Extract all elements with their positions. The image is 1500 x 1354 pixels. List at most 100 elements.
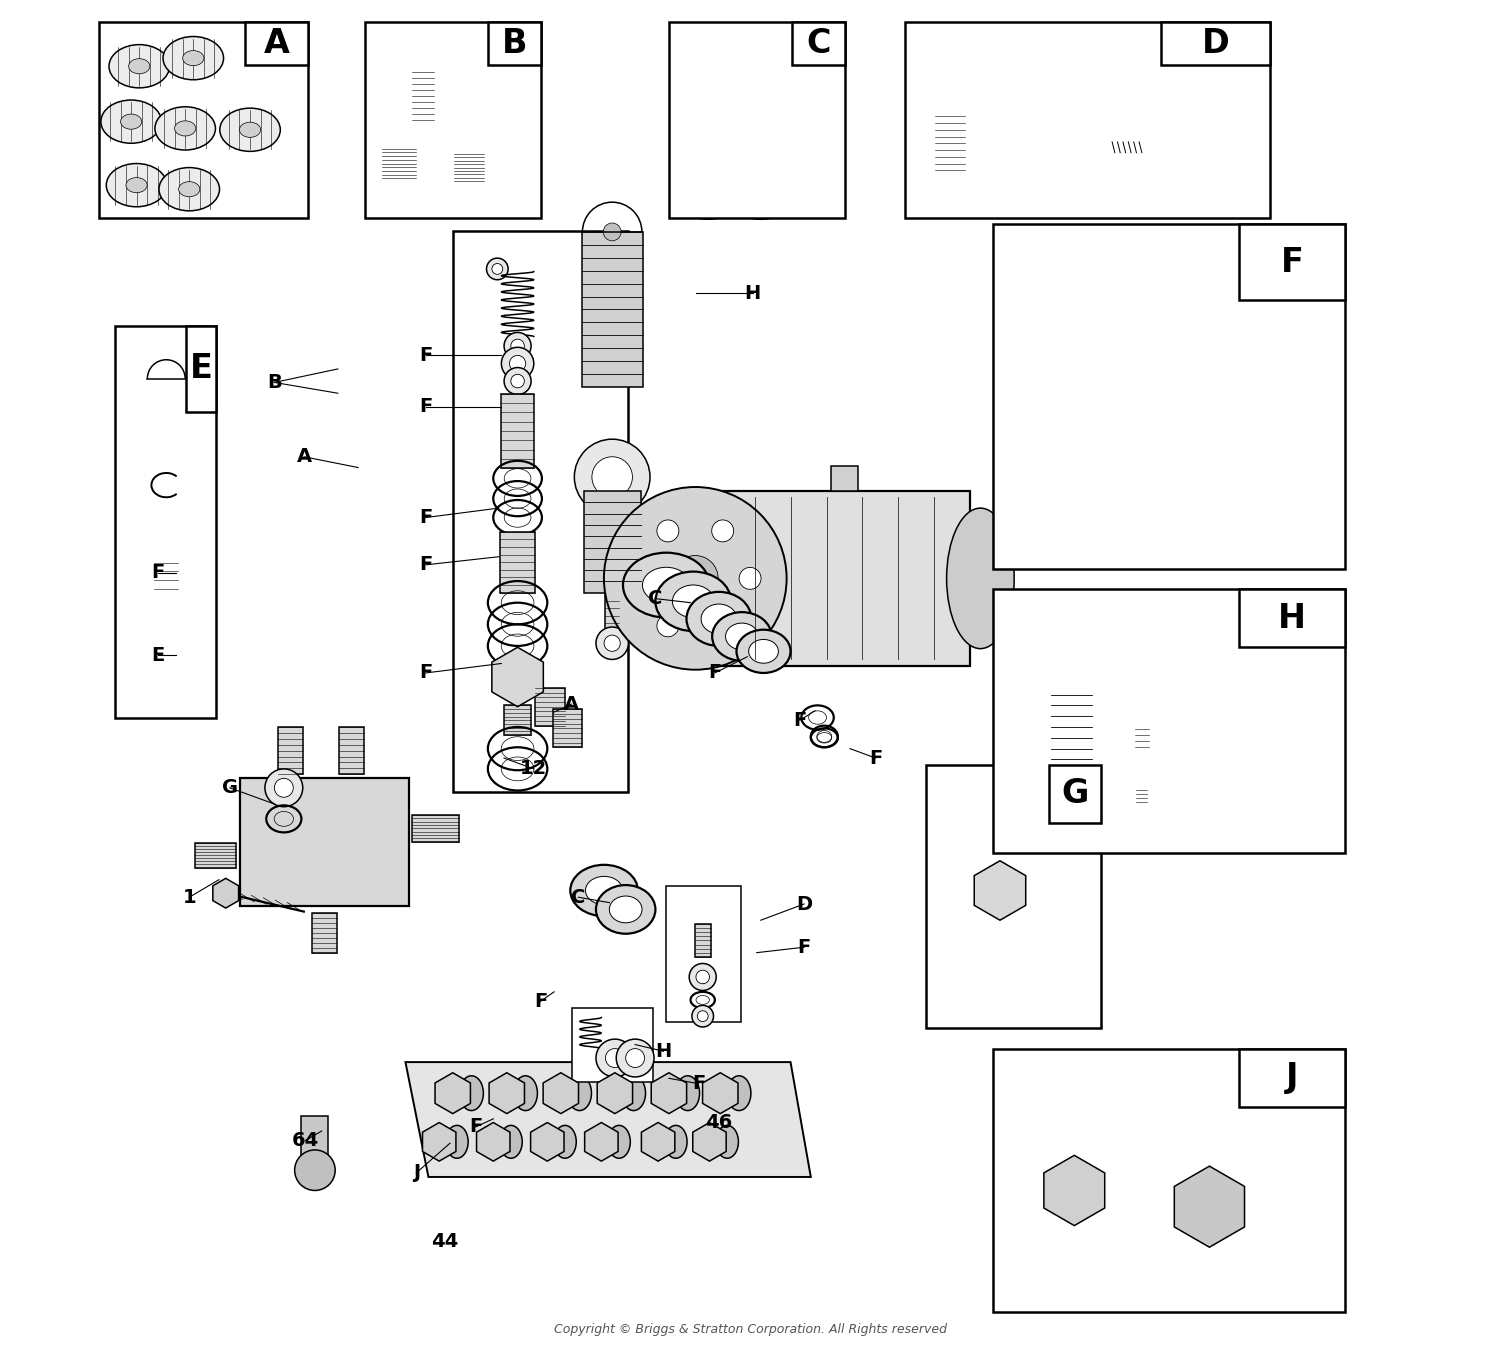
Circle shape	[512, 340, 525, 352]
Text: F: F	[868, 749, 882, 768]
Ellipse shape	[159, 168, 219, 211]
Ellipse shape	[621, 1076, 645, 1110]
Circle shape	[512, 374, 525, 387]
Ellipse shape	[126, 177, 147, 192]
Circle shape	[975, 808, 1024, 857]
Polygon shape	[974, 861, 1026, 921]
Circle shape	[158, 403, 176, 422]
Bar	[1136, 723, 1149, 753]
Polygon shape	[1174, 1166, 1245, 1247]
Ellipse shape	[596, 886, 656, 934]
Text: G: G	[1062, 777, 1089, 810]
Ellipse shape	[664, 1125, 687, 1158]
Text: J: J	[1286, 1062, 1298, 1094]
Ellipse shape	[746, 133, 782, 160]
Circle shape	[147, 394, 184, 432]
Ellipse shape	[946, 508, 1014, 649]
Polygon shape	[693, 1122, 726, 1162]
Polygon shape	[543, 1072, 579, 1113]
Ellipse shape	[680, 119, 747, 168]
Circle shape	[504, 663, 531, 691]
Circle shape	[688, 964, 715, 991]
Circle shape	[987, 877, 1014, 904]
Text: F: F	[470, 1117, 483, 1136]
Ellipse shape	[728, 171, 795, 219]
Bar	[501, 394, 534, 468]
Ellipse shape	[608, 1125, 630, 1158]
Ellipse shape	[716, 1125, 738, 1158]
Bar	[1137, 785, 1148, 806]
Ellipse shape	[585, 876, 622, 904]
Bar	[1048, 765, 1101, 823]
Text: F: F	[534, 991, 548, 1011]
Circle shape	[1030, 138, 1047, 154]
Ellipse shape	[570, 865, 638, 917]
Ellipse shape	[690, 181, 726, 209]
Circle shape	[603, 223, 621, 241]
Bar	[993, 1048, 1344, 1312]
Text: E: E	[189, 352, 213, 386]
Circle shape	[501, 348, 534, 379]
Circle shape	[988, 821, 1012, 845]
Bar	[339, 727, 363, 774]
Bar	[1239, 225, 1344, 301]
Circle shape	[657, 615, 680, 636]
Bar	[302, 1116, 328, 1170]
Circle shape	[1125, 753, 1158, 785]
Text: C: C	[806, 27, 831, 60]
Text: Copyright © Briggs & Stratton Corporation. All Rights reserved: Copyright © Briggs & Stratton Corporatio…	[554, 1323, 946, 1336]
Ellipse shape	[700, 604, 736, 634]
Bar	[792, 22, 844, 65]
Text: F: F	[794, 711, 807, 730]
Circle shape	[274, 779, 294, 798]
Circle shape	[711, 615, 734, 636]
Circle shape	[711, 520, 734, 542]
Circle shape	[740, 567, 760, 589]
Bar	[720, 490, 969, 666]
Text: A: A	[297, 447, 312, 466]
Polygon shape	[651, 1072, 687, 1113]
Polygon shape	[585, 1122, 618, 1162]
Circle shape	[1190, 1186, 1230, 1227]
Bar	[1239, 1048, 1344, 1106]
Circle shape	[672, 555, 718, 601]
Ellipse shape	[736, 630, 790, 673]
Circle shape	[596, 627, 628, 659]
Circle shape	[696, 971, 709, 984]
Circle shape	[266, 769, 303, 807]
Ellipse shape	[748, 639, 778, 663]
Ellipse shape	[446, 1125, 468, 1158]
Text: A: A	[264, 27, 290, 60]
Bar	[669, 22, 844, 218]
Circle shape	[294, 1150, 334, 1190]
Bar	[934, 116, 964, 171]
Text: F: F	[419, 555, 432, 574]
Bar	[195, 844, 236, 868]
Text: F: F	[1281, 245, 1304, 279]
Ellipse shape	[500, 1125, 522, 1158]
Circle shape	[492, 264, 502, 275]
Ellipse shape	[729, 122, 798, 171]
Bar	[488, 22, 540, 65]
Circle shape	[158, 598, 174, 615]
Circle shape	[616, 1039, 654, 1076]
Polygon shape	[489, 1072, 525, 1113]
Ellipse shape	[1122, 1179, 1161, 1206]
Text: F: F	[798, 938, 810, 957]
Text: J: J	[413, 1163, 420, 1182]
Bar	[1239, 589, 1344, 647]
Ellipse shape	[656, 571, 730, 631]
Polygon shape	[597, 1072, 633, 1113]
Text: F: F	[419, 345, 432, 366]
Bar	[536, 688, 566, 726]
Bar	[584, 492, 640, 593]
Text: B: B	[501, 27, 526, 60]
Ellipse shape	[687, 592, 752, 646]
Ellipse shape	[675, 171, 742, 219]
Bar	[312, 913, 336, 953]
Text: F: F	[708, 663, 722, 682]
Bar	[364, 22, 540, 218]
Ellipse shape	[742, 181, 780, 209]
Text: 46: 46	[705, 1113, 732, 1132]
Text: F: F	[419, 508, 432, 527]
